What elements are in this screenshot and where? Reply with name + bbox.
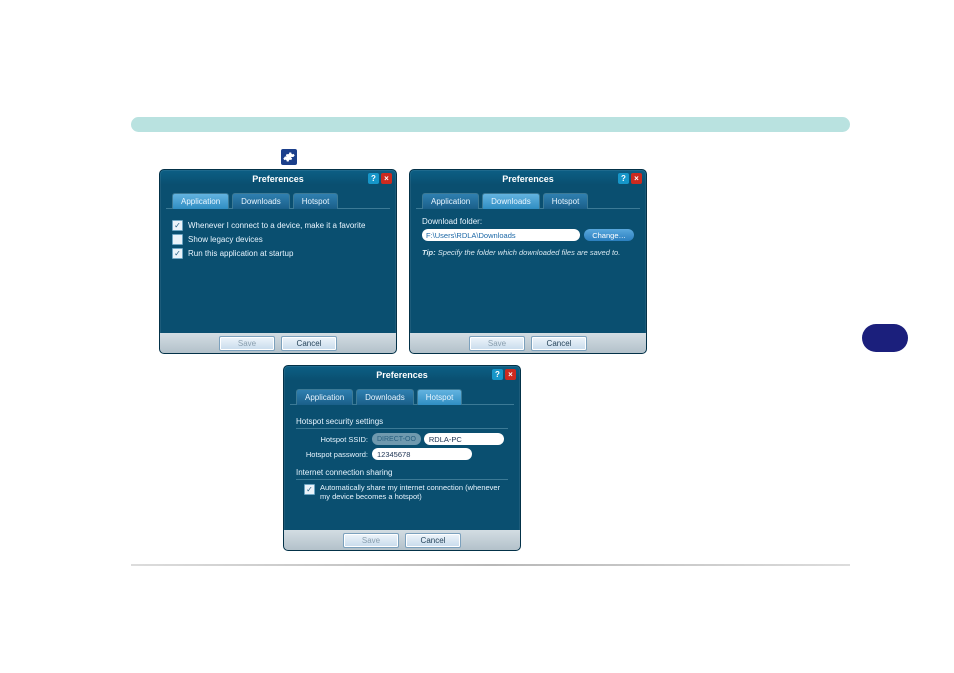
tab-downloads[interactable]: Downloads [232,193,290,209]
section-header-bar [131,117,850,132]
tab-strip: Application Downloads Hotspot [416,188,640,209]
window-titlebar: Preferences ? × [160,170,396,188]
close-button[interactable]: × [631,173,642,184]
cancel-button[interactable]: Cancel [531,336,587,351]
window-title: Preferences [502,174,554,184]
ssid-prefix: DIRECT-OO [372,433,421,445]
close-button[interactable]: × [381,173,392,184]
tab-application[interactable]: Application [296,389,353,405]
tab-hotspot[interactable]: Hotspot [543,193,589,209]
download-tip: Tip: Specify the folder which downloaded… [422,248,634,257]
preferences-window-hotspot: Preferences ? × Application Downloads Ho… [283,365,521,551]
password-label: Hotspot password: [296,450,372,459]
button-bar: Save Cancel [284,530,520,550]
preferences-window-application: Preferences ? × Application Downloads Ho… [159,169,397,354]
password-input[interactable]: 12345678 [372,448,472,460]
save-button[interactable]: Save [469,336,525,351]
checkbox-sharing[interactable] [304,484,315,495]
group-security-settings: Hotspot security settings [296,417,508,429]
tab-application[interactable]: Application [172,193,229,209]
download-folder-label: Download folder: [422,217,634,226]
label-legacy: Show legacy devices [188,235,263,244]
close-button[interactable]: × [505,369,516,380]
button-bar: Save Cancel [410,333,646,353]
section-footer-divider [131,564,850,566]
tab-strip: Application Downloads Hotspot [166,188,390,209]
preferences-window-downloads: Preferences ? × Application Downloads Ho… [409,169,647,354]
page-side-tab[interactable] [862,324,908,352]
checkbox-startup[interactable] [172,248,183,259]
tab-downloads[interactable]: Downloads [482,193,540,209]
ssid-input[interactable]: RDLA-PC [424,433,504,445]
tab-downloads[interactable]: Downloads [356,389,414,405]
change-folder-button[interactable]: Change… [584,229,634,241]
checkbox-favorite[interactable] [172,220,183,231]
window-titlebar: Preferences ? × [410,170,646,188]
help-button[interactable]: ? [368,173,379,184]
label-sharing: Automatically share my internet connecti… [320,484,508,501]
gear-icon [281,149,297,165]
save-button[interactable]: Save [343,533,399,548]
tab-hotspot[interactable]: Hotspot [293,193,339,209]
window-title: Preferences [252,174,304,184]
tip-text: Specify the folder which downloaded file… [436,248,621,257]
help-button[interactable]: ? [492,369,503,380]
button-bar: Save Cancel [160,333,396,353]
group-connection-sharing: Internet connection sharing [296,468,508,480]
help-button[interactable]: ? [618,173,629,184]
label-startup: Run this application at startup [188,249,293,258]
label-favorite: Whenever I connect to a device, make it … [188,221,365,230]
tab-hotspot[interactable]: Hotspot [417,389,463,405]
window-titlebar: Preferences ? × [284,366,520,384]
tab-strip: Application Downloads Hotspot [290,384,514,405]
download-folder-input[interactable]: F:\Users\RDLA\Downloads [422,229,580,241]
ssid-label: Hotspot SSID: [296,435,372,444]
tip-bold: Tip: [422,248,436,257]
window-title: Preferences [376,370,428,380]
save-button[interactable]: Save [219,336,275,351]
checkbox-legacy[interactable] [172,234,183,245]
cancel-button[interactable]: Cancel [281,336,337,351]
cancel-button[interactable]: Cancel [405,533,461,548]
tab-application[interactable]: Application [422,193,479,209]
